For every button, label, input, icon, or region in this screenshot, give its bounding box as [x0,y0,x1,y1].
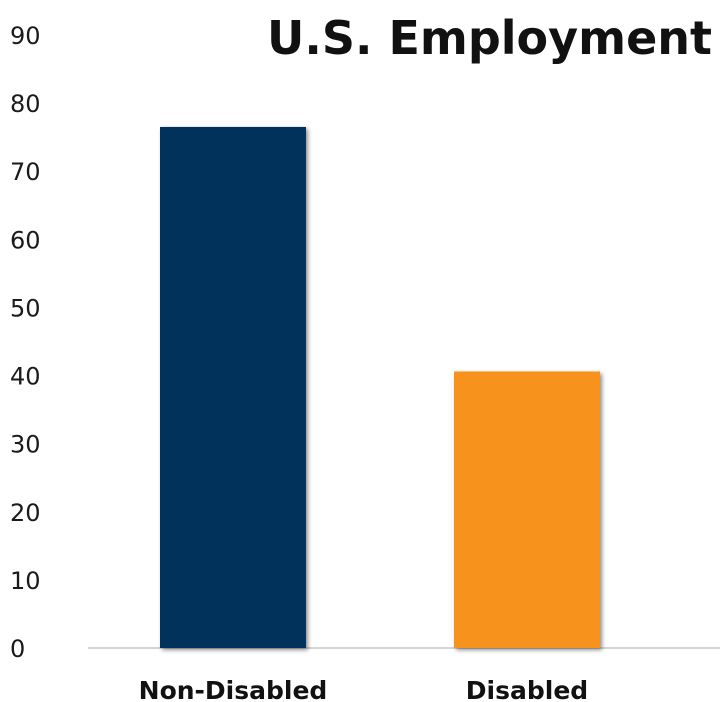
y-tick-label: 50 [10,294,41,322]
y-tick-label: 10 [10,567,41,595]
x-category-label: Disabled [466,676,588,702]
chart-title: U.S. Employment [267,11,712,65]
bar-disabled [454,371,600,648]
bar-group [160,126,600,648]
y-axis-tick-labels: 0 10 20 30 40 50 60 70 80 90 [10,22,41,663]
x-axis-category-labels: Non-Disabled Disabled [139,676,589,702]
y-tick-label: 80 [10,90,41,118]
y-tick-label: 0 [10,635,25,663]
y-tick-label: 30 [10,431,41,459]
y-tick-label: 90 [10,22,41,50]
y-tick-label: 60 [10,226,41,254]
y-tick-label: 70 [10,158,41,186]
y-tick-label: 20 [10,499,41,527]
bar-non-disabled [160,126,306,648]
x-category-label: Non-Disabled [139,676,328,702]
y-tick-label: 40 [10,363,41,391]
